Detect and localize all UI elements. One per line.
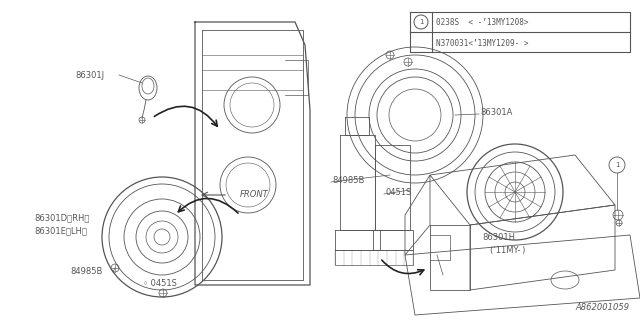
Text: ◦ 0451S: ◦ 0451S bbox=[143, 278, 177, 287]
Text: 0451S: 0451S bbox=[385, 188, 412, 196]
Text: 84985B: 84985B bbox=[332, 175, 364, 185]
Text: 84985B: 84985B bbox=[70, 268, 102, 276]
Text: (’11MY- ): (’11MY- ) bbox=[490, 245, 525, 254]
Text: FRONT: FRONT bbox=[240, 189, 269, 198]
Text: N370031<’13MY1209- >: N370031<’13MY1209- > bbox=[436, 38, 529, 47]
Text: 86301E〈LH〉: 86301E〈LH〉 bbox=[34, 227, 87, 236]
Text: 86301D〈RH〉: 86301D〈RH〉 bbox=[34, 213, 90, 222]
Text: 0238S  < -’13MY1208>: 0238S < -’13MY1208> bbox=[436, 18, 529, 27]
Text: 86301J: 86301J bbox=[75, 70, 104, 79]
Text: 1: 1 bbox=[615, 162, 620, 168]
Text: A862001059: A862001059 bbox=[576, 303, 630, 312]
Text: 1: 1 bbox=[419, 19, 423, 25]
Text: 86301H: 86301H bbox=[482, 233, 515, 242]
Text: 86301A: 86301A bbox=[480, 108, 513, 116]
